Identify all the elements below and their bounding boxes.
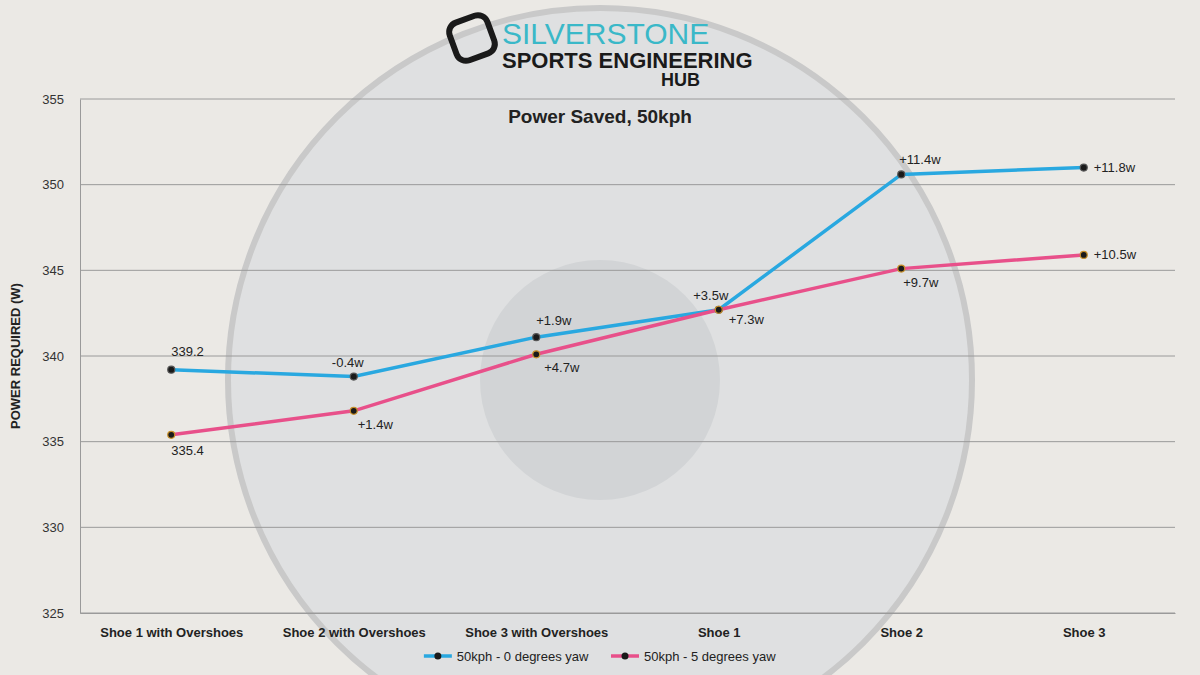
annotation: +7.3w — [729, 312, 765, 327]
title: Power Saved, 50kph — [508, 106, 692, 127]
marker — [350, 373, 357, 380]
x-tick: Shoe 3 with Overshoes — [465, 613, 608, 640]
plot-area — [168, 164, 1088, 438]
x-tick-label: Shoe 3 — [1063, 625, 1106, 640]
y-tick-label: 350 — [42, 177, 64, 192]
annotation: +4.7w — [544, 360, 580, 375]
legend-item: 50kph - 0 degrees yaw — [424, 649, 589, 664]
grid-line — [80, 613, 1175, 614]
series-markers — [168, 251, 1088, 438]
y-axis: 325 330 335 340 345 350 355 — [42, 92, 80, 621]
annotation: 335.4 — [171, 443, 204, 458]
chart: SILVERSTONESPORTS ENGINEERINGHUB 325 330 33… — [0, 0, 1200, 675]
annotation: +9.7w — [903, 275, 939, 290]
y-tick-label: 345 — [42, 263, 64, 278]
annotation: +10.5w — [1094, 247, 1137, 262]
y-tick-label: 355 — [42, 92, 64, 107]
x-tick-label: Shoe 1 — [698, 625, 741, 640]
x-tick: Shoe 1 — [698, 613, 741, 640]
x-tick: Shoe 2 with Overshoes — [283, 613, 426, 640]
annotations: 339.2 -0.4w +1.9w +3.5w +11.4w +11.8w 335.4 +1.… — [171, 152, 1136, 457]
marker — [715, 306, 722, 313]
x-tick: Shoe 1 with Overshoes — [100, 613, 243, 640]
marker — [1080, 251, 1087, 258]
grid — [80, 99, 1175, 613]
marker — [350, 407, 357, 414]
y-tick: 345 — [42, 263, 80, 278]
marker — [1080, 164, 1087, 171]
annotation: -0.4w — [332, 355, 364, 370]
marker — [715, 306, 722, 313]
x-axis-line — [81, 613, 1176, 614]
grid-line — [80, 184, 1175, 185]
legend-label: 50kph - 5 degrees yaw — [644, 649, 776, 664]
fan-hub — [480, 260, 720, 500]
annotation: +11.8w — [1094, 160, 1136, 175]
marker — [533, 334, 540, 341]
annotation: 339.2 — [171, 344, 204, 359]
series-line — [171, 168, 1084, 377]
y-axis-line — [80, 100, 81, 614]
grid-line — [80, 99, 1175, 100]
y-tick: 330 — [42, 520, 80, 535]
y-tick: 340 — [42, 349, 80, 364]
marker — [168, 366, 175, 373]
legend-marker — [434, 653, 441, 660]
y-tick-label: 325 — [42, 606, 64, 621]
y-tick: 355 — [42, 92, 80, 107]
grid-line — [80, 356, 1175, 357]
x-tick-label: Shoe 3 with Overshoes — [465, 625, 608, 640]
y-tick-label: 340 — [42, 349, 64, 364]
fan-ring — [228, 8, 972, 675]
x-tick-label: Shoe 1 with Overshoes — [100, 625, 243, 640]
x-tick-label: Shoe 2 — [880, 625, 923, 640]
y-tick: 335 — [42, 434, 80, 449]
x-axis: Shoe 1 with Overshoes Shoe 2 with Oversho… — [81, 613, 1176, 640]
x-tick: Shoe 2 — [880, 613, 923, 640]
annotation: +3.5w — [693, 288, 729, 303]
series-markers — [168, 164, 1088, 380]
x-tick-label: Shoe 2 with Overshoes — [283, 625, 426, 640]
series-line — [171, 255, 1084, 435]
x-tick: Shoe 3 — [1063, 613, 1106, 640]
legend: 50kph - 0 degrees yaw 50kph - 5 degrees y… — [424, 649, 776, 664]
annotation: +1.9w — [536, 313, 572, 328]
y-axis-title: POWER REQUIRED (W) — [8, 283, 23, 429]
grid-line — [80, 270, 1175, 271]
logo-icon — [446, 12, 497, 63]
grid-line — [80, 441, 1175, 442]
y-tick: 350 — [42, 177, 80, 192]
logo-text: SILVERSTONE — [502, 17, 709, 50]
annotation: +1.4w — [358, 417, 394, 432]
y-tick: 325 — [42, 606, 80, 621]
annotation: +11.4w — [899, 152, 941, 167]
marker — [533, 351, 540, 358]
y-tick-label: 335 — [42, 434, 64, 449]
logo-text: HUB — [661, 70, 700, 90]
legend-marker — [622, 653, 629, 660]
logo-text: SPORTS ENGINEERING — [502, 48, 753, 73]
y-tick-label: 330 — [42, 520, 64, 535]
marker — [898, 265, 905, 272]
grid-line — [80, 527, 1175, 528]
legend-item: 50kph - 5 degrees yaw — [611, 649, 776, 664]
logo: SILVERSTONESPORTS ENGINEERINGHUB — [446, 12, 752, 90]
marker — [898, 171, 905, 178]
legend-label: 50kph - 0 degrees yaw — [457, 649, 589, 664]
marker — [168, 431, 175, 438]
